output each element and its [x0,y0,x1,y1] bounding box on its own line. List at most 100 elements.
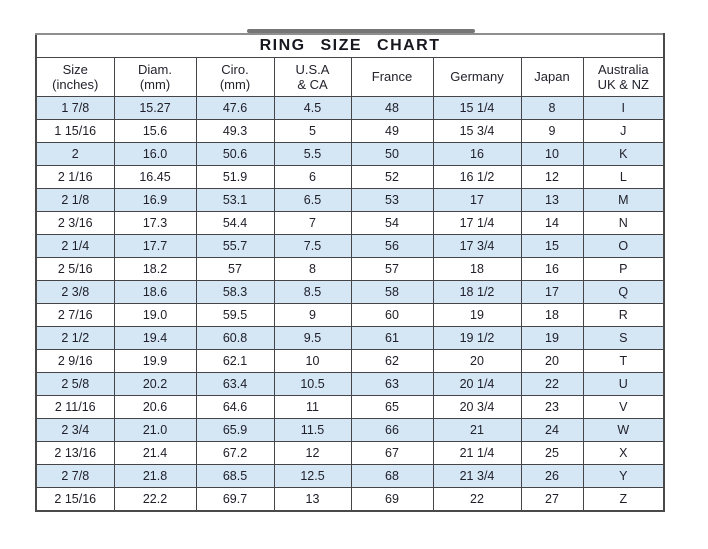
table-cell: 18 [432,257,522,281]
table-cell: 53.1 [195,188,275,212]
table-cell: 47.6 [195,96,275,120]
table-cell: 12.5 [273,464,352,488]
table-cell: 20 [432,349,522,373]
table-cell: 21 3/4 [432,464,522,488]
table-cell: 20.6 [113,395,197,419]
table-cell: 15 [520,234,584,258]
table-cell: 20.2 [113,372,197,396]
table-cell: 19.0 [113,303,197,327]
table-cell: 17.3 [113,211,197,235]
table-cell: 6 [273,165,352,189]
table-cell: 53 [350,188,434,212]
header-row: Size (inches) Diam. (mm) Ciro. (mm) U.S.A & CA F… [35,57,665,97]
table-cell: 67.2 [195,441,275,465]
table-cell: 17 [432,188,522,212]
table-cell: 63.4 [195,372,275,396]
table-cell: 64.6 [195,395,275,419]
table-cell: Z [582,487,665,512]
table-cell: 50.6 [195,142,275,166]
table-cell: 8 [520,96,584,120]
table-cell: 4.5 [273,96,352,120]
table-cell: M [582,188,665,212]
table-cell: 20 3/4 [432,395,522,419]
table-cell: 16 [432,142,522,166]
table-cell: I [582,96,665,120]
table-cell: 17 3/4 [432,234,522,258]
table-cell: 15 1/4 [432,96,522,120]
table-cell: 2 3/16 [35,211,115,235]
table-cell: 54 [350,211,434,235]
table-cell: 2 1/2 [35,326,115,350]
table-cell: 2 5/8 [35,372,115,396]
chart-title: RING SIZE CHART [35,33,665,58]
table-cell: 5 [273,119,352,143]
table-cell: 14 [520,211,584,235]
table-cell: 52 [350,165,434,189]
table-cell: 2 11/16 [35,395,115,419]
table-cell: 2 7/8 [35,464,115,488]
table-row: 2 3/16 17.3 54.4 7 54 17 1/4 14 N [35,211,665,235]
table-row: 2 1/8 16.9 53.1 6.5 53 17 13 M [35,188,665,212]
title-row: RING SIZE CHART [35,33,665,58]
column-header-australia-uk-nz: Australia UK & NZ [582,57,665,97]
table-cell: 19 1/2 [432,326,522,350]
table-cell: 11.5 [273,418,352,442]
column-header-japan: Japan [520,57,584,97]
table-cell: 59.5 [195,303,275,327]
table-cell: 2 13/16 [35,441,115,465]
table-cell: 15.6 [113,119,197,143]
table-cell: 63 [350,372,434,396]
table-cell: 1 15/16 [35,119,115,143]
table-cell: L [582,165,665,189]
table-cell: 13 [520,188,584,212]
table-cell: 61 [350,326,434,350]
ring-size-chart: RING SIZE CHART Size (inches) Diam. (mm) Cir… [35,33,666,512]
table-cell: O [582,234,665,258]
scan-artifact-streak [247,29,475,33]
table-cell: 19 [520,326,584,350]
table-cell: 2 3/8 [35,280,115,304]
table-cell: 19.4 [113,326,197,350]
table-cell: R [582,303,665,327]
table-row: 2 15/16 22.2 69.7 13 69 22 27 Z [35,487,665,512]
table-cell: 65.9 [195,418,275,442]
table-cell: 62 [350,349,434,373]
table-cell: 19.9 [113,349,197,373]
table-cell: 18.6 [113,280,197,304]
table-cell: 8 [273,257,352,281]
table-cell: 9.5 [273,326,352,350]
table-cell: 10.5 [273,372,352,396]
table-cell: 2 9/16 [35,349,115,373]
table-cell: 20 [520,349,584,373]
table-cell: Y [582,464,665,488]
table-cell: 10 [273,349,352,373]
table-cell: 15 3/4 [432,119,522,143]
table-row: 2 5/8 20.2 63.4 10.5 63 20 1/4 22 U [35,372,665,396]
table-cell: 69.7 [195,487,275,512]
table-cell: 23 [520,395,584,419]
table-cell: 66 [350,418,434,442]
table-cell: 26 [520,464,584,488]
table-cell: 69 [350,487,434,512]
table-cell: 68.5 [195,464,275,488]
table-cell: P [582,257,665,281]
table-cell: 22 [520,372,584,396]
table-row: 2 1/4 17.7 55.7 7.5 56 17 3/4 15 O [35,234,665,258]
table-cell: 7.5 [273,234,352,258]
table-row: 2 13/16 21.4 67.2 12 67 21 1/4 25 X [35,441,665,465]
table-cell: 9 [273,303,352,327]
table-cell: 18.2 [113,257,197,281]
table-cell: 7 [273,211,352,235]
table-cell: 5.5 [273,142,352,166]
table-row: 1 7/8 15.27 47.6 4.5 48 15 1/4 8 I [35,96,665,120]
table-cell: 65 [350,395,434,419]
table-cell: 8.5 [273,280,352,304]
table-cell: 49.3 [195,119,275,143]
table-cell: 16 1/2 [432,165,522,189]
table-row: 2 16.0 50.6 5.5 50 16 10 K [35,142,665,166]
table-cell: T [582,349,665,373]
table-cell: 57 [195,257,275,281]
table-cell: 2 1/4 [35,234,115,258]
table-row: 2 7/8 21.8 68.5 12.5 68 21 3/4 26 Y [35,464,665,488]
table-cell: 22 [432,487,522,512]
